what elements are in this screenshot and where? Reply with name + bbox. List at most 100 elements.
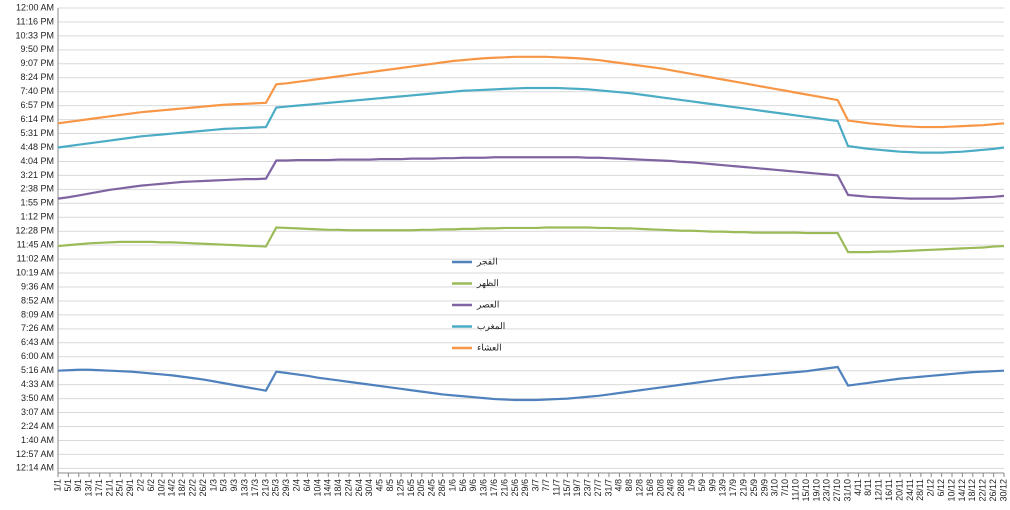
x-tick-label: 5/1 [63, 479, 73, 492]
y-tick-label: 6:14 PM [20, 114, 54, 124]
x-tick-label: 13/9 [718, 479, 728, 497]
y-tick-label: 6:57 PM [20, 100, 54, 110]
x-tick-label: 6/4 [302, 479, 312, 492]
x-tick-label: 29/3 [281, 479, 291, 497]
y-tick-label: 8:09 AM [21, 309, 54, 319]
x-tick-label: 14/4 [323, 479, 333, 497]
x-tick-label: 8/8 [624, 479, 634, 492]
y-tick-label: 11:02 AM [17, 253, 54, 263]
x-tick-label: 5/9 [697, 479, 707, 492]
x-tick-label: 25/3 [271, 479, 281, 497]
y-tick-label: 7:40 PM [20, 86, 54, 96]
series-line [57, 55, 1005, 129]
x-tick-label: 29/9 [759, 479, 769, 497]
x-tick-label: 1/1 [52, 479, 62, 492]
x-tick-label: 28/5 [437, 479, 447, 497]
y-tick-label: 3:07 AM [21, 407, 54, 417]
y-tick-label: 1:40 AM [21, 435, 54, 445]
x-tick-label: 24/11 [905, 479, 915, 501]
x-tick-label: 10/12 [946, 479, 956, 502]
legend-label: العشاء [477, 342, 502, 352]
x-tick-label: 7/10 [780, 479, 790, 497]
x-tick-label: 3/10 [770, 479, 780, 497]
y-tick-label: 2:38 PM [20, 184, 54, 194]
x-tick-label: 22/12 [978, 479, 988, 502]
x-tick-label: 1/3 [208, 479, 218, 492]
y-tick-label: 8:24 PM [20, 72, 54, 82]
x-tick-label: 17/9 [728, 479, 738, 497]
y-tick-label: 5:16 AM [21, 365, 54, 375]
x-tick-label: 22/4 [343, 479, 353, 497]
x-tick-label: 27/7 [593, 479, 603, 497]
series-line [57, 365, 1005, 402]
x-tick-label: 8/11 [863, 479, 873, 496]
x-tick-label: 18/2 [177, 479, 187, 497]
x-tick-label: 21/6 [499, 479, 509, 497]
x-tick-label: 28/8 [676, 479, 686, 497]
x-tick-label: 19/7 [572, 479, 582, 497]
y-tick-label: 9:50 PM [20, 44, 54, 54]
x-tick-label: 2/12 [926, 479, 936, 497]
x-tick-label: 20/11 [894, 479, 904, 501]
x-tick-label: 9/3 [229, 479, 239, 492]
x-tick-label: 6/12 [936, 479, 946, 497]
x-tick-label: 5/3 [219, 479, 229, 492]
y-tick-label: 6:00 AM [21, 351, 54, 361]
x-tick-label: 4/5 [375, 479, 385, 492]
x-tick-label: 17/6 [489, 479, 499, 497]
x-tick-label: 29/1 [125, 479, 135, 497]
x-tick-label: 7/7 [541, 479, 551, 492]
x-tick-label: 11/7 [551, 479, 561, 496]
y-tick-label: 12:00 AM [16, 2, 54, 12]
x-tick-label: 13/3 [239, 479, 249, 497]
y-tick-label: 3:21 PM [20, 170, 54, 180]
series-line [57, 86, 1005, 154]
x-tick-label: 9/6 [468, 479, 478, 492]
x-tick-label: 24/5 [427, 479, 437, 497]
x-tick-label: 31/10 [842, 479, 852, 502]
legend-label: الظهر [476, 278, 499, 289]
y-tick-label: 10:19 AM [16, 267, 54, 277]
legend-label: المغرب [477, 321, 505, 332]
y-tick-label: 1:55 PM [20, 198, 54, 208]
y-tick-label: 10:33 PM [15, 30, 54, 40]
x-tick-label: 6/2 [146, 479, 156, 492]
x-tick-label: 16/8 [645, 479, 655, 497]
series-line [57, 226, 1005, 254]
y-tick-label: 11:16 PM [16, 16, 54, 26]
x-tick-label: 8/5 [385, 479, 395, 492]
x-tick-label: 4/11 [853, 479, 863, 496]
x-tick-label: 21/3 [260, 479, 270, 497]
y-tick-label: 2:24 AM [21, 421, 54, 431]
legend-label: الفجر [476, 256, 498, 267]
x-tick-label: 20/5 [416, 479, 426, 497]
x-tick-label: 2/4 [291, 479, 301, 492]
x-tick-label: 11/10 [790, 479, 800, 501]
x-tick-label: 25/1 [115, 479, 125, 497]
x-tick-label: 30/4 [364, 479, 374, 497]
x-tick-label: 23/10 [822, 479, 832, 502]
y-tick-label: 4:04 PM [20, 156, 54, 166]
x-tick-label: 31/7 [603, 479, 613, 497]
x-tick-label: 12/8 [635, 479, 645, 497]
x-tick-label: 1/6 [447, 479, 457, 492]
y-tick-label: 12:28 PM [15, 226, 54, 236]
x-tick-label: 14/12 [957, 479, 967, 502]
y-tick-label: 12:14 AM [16, 463, 54, 473]
y-tick-label: 4:33 AM [21, 379, 54, 389]
x-tick-label: 25/6 [510, 479, 520, 497]
y-tick-label: 8:52 AM [21, 295, 54, 305]
series-line [57, 156, 1005, 200]
x-tick-label: 20/8 [655, 479, 665, 497]
x-tick-label: 21/1 [104, 479, 114, 497]
x-tick-label: 15/7 [562, 479, 572, 497]
x-tick-label: 29/6 [520, 479, 530, 497]
x-tick-label: 9/1 [73, 479, 83, 492]
y-tick-label: 6:43 AM [21, 337, 54, 347]
x-tick-label: 13/6 [479, 479, 489, 497]
x-tick-label: 17/3 [250, 479, 260, 497]
x-tick-label: 21/9 [738, 479, 748, 497]
x-tick-label: 27/10 [832, 479, 842, 502]
x-tick-label: 13/1 [84, 479, 94, 497]
